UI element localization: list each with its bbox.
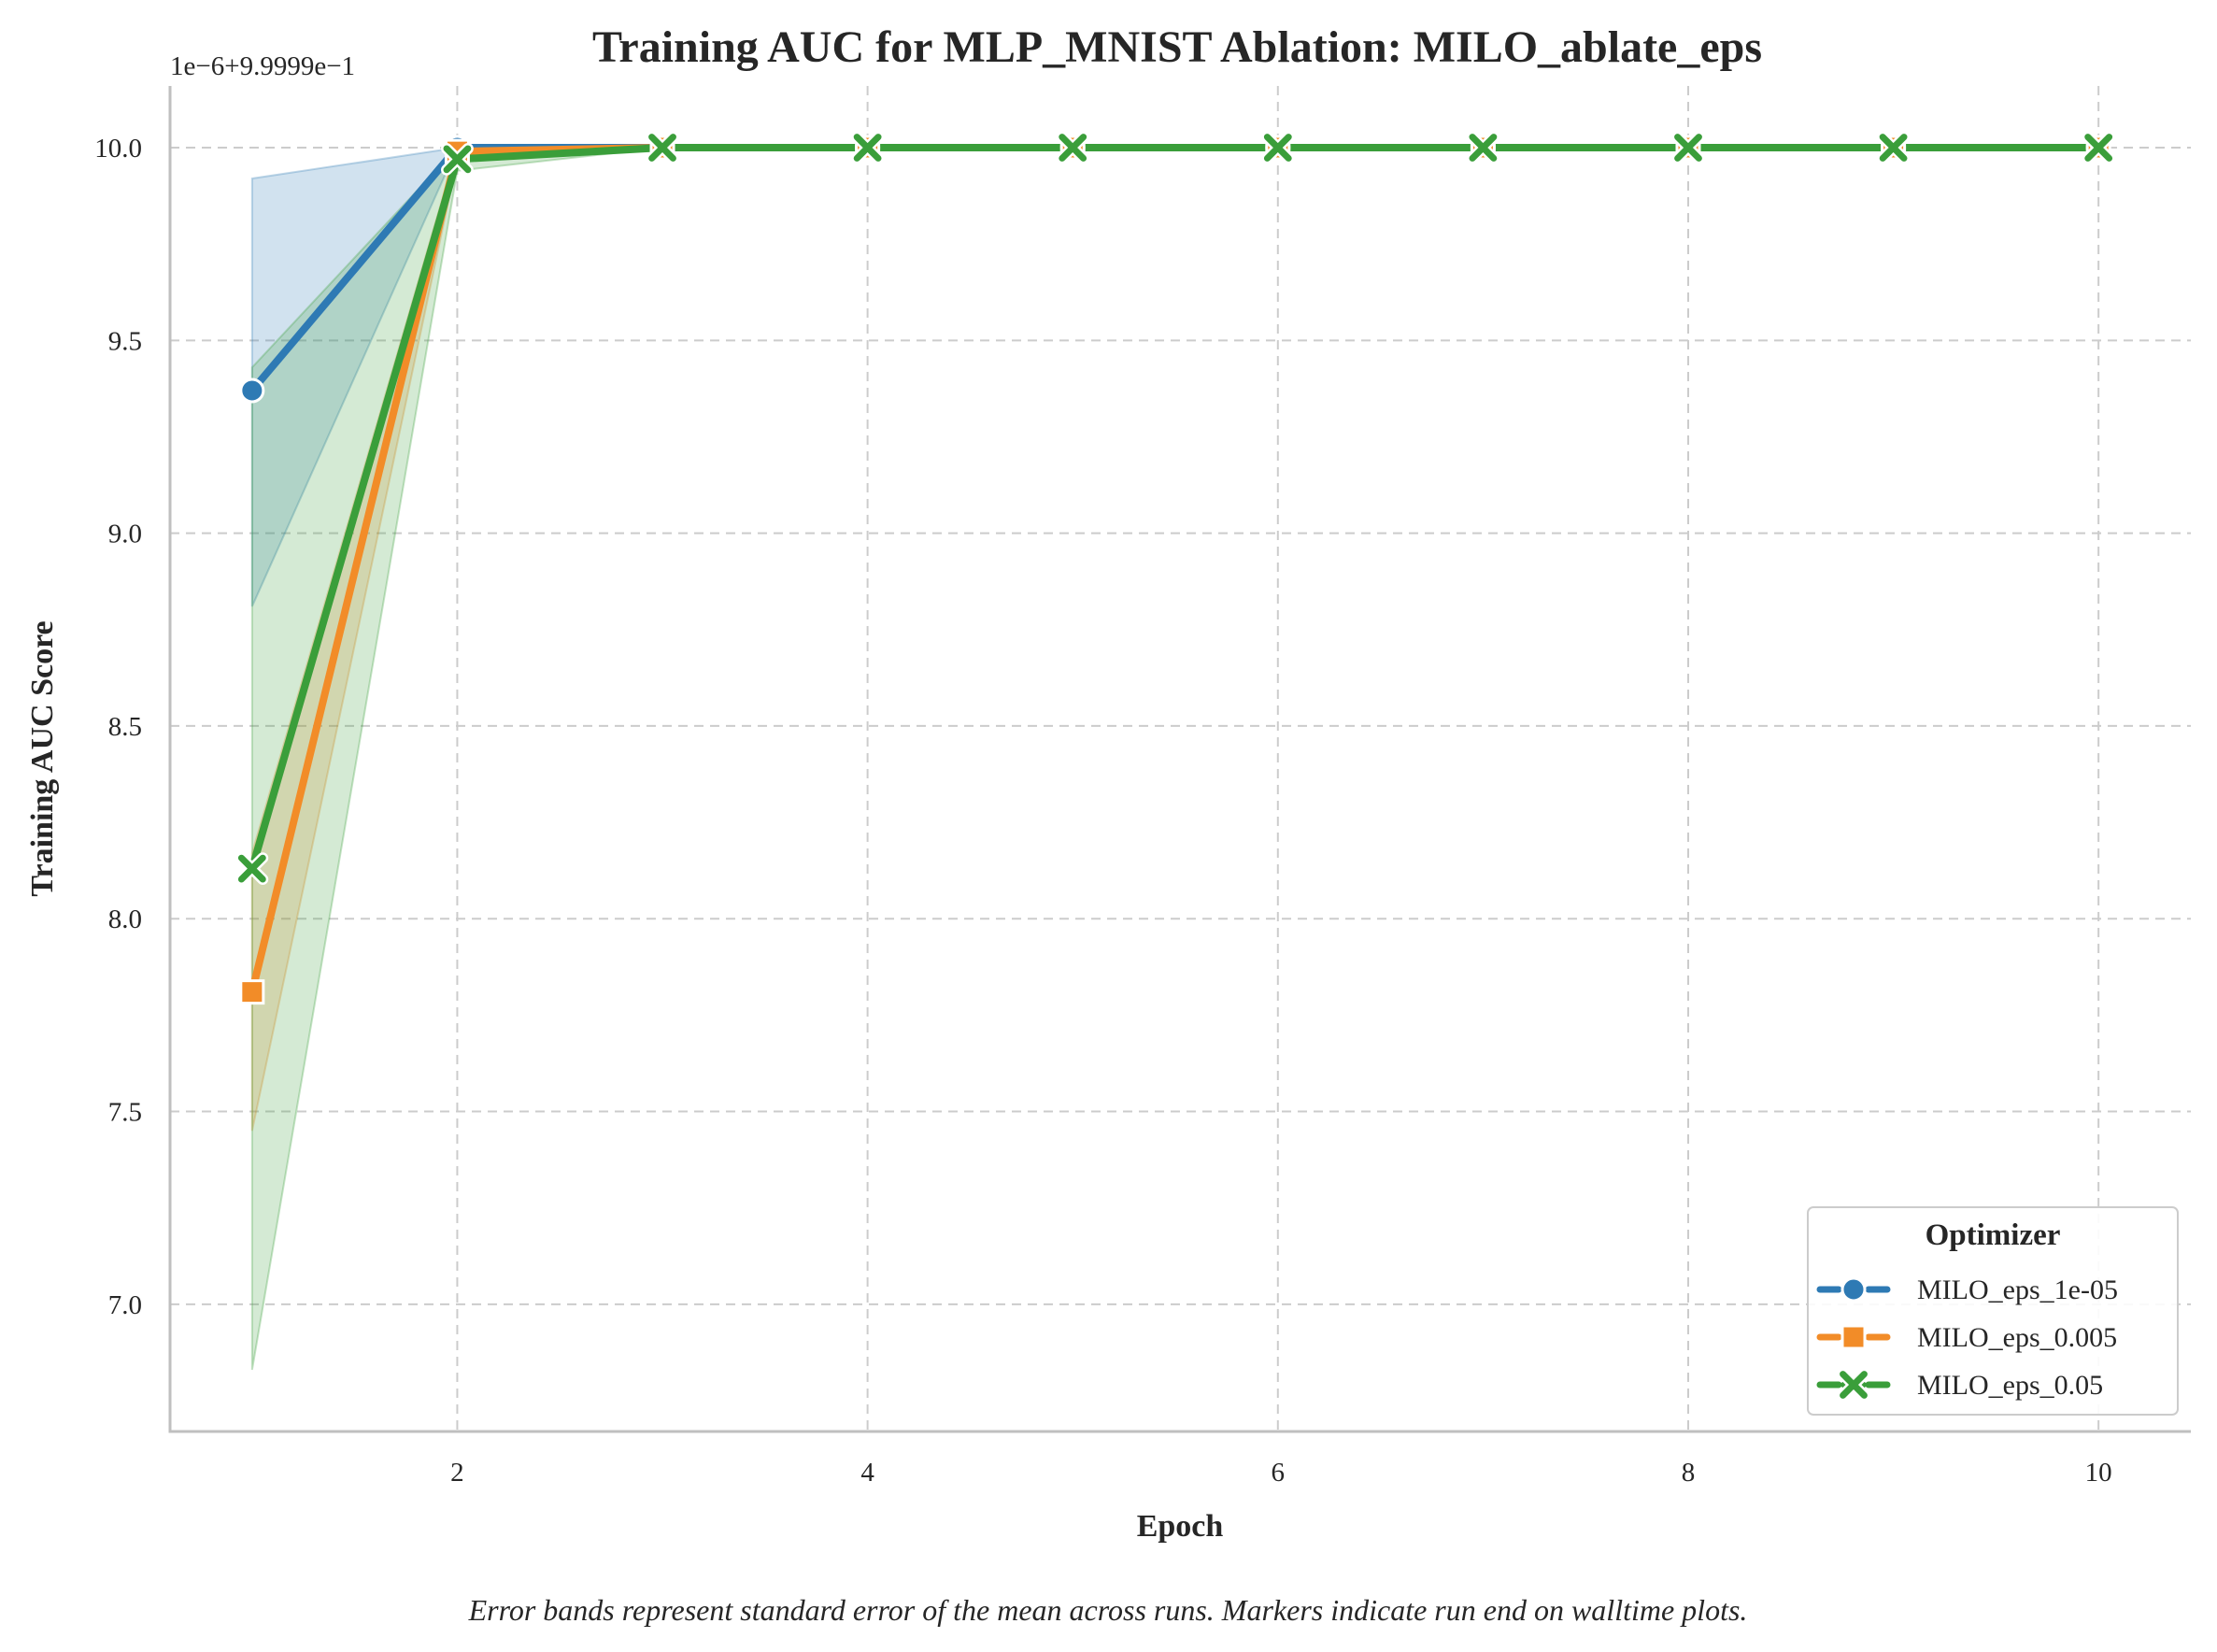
data-point bbox=[1674, 134, 1702, 162]
chart-caption: Error bands represent standard error of … bbox=[468, 1593, 1748, 1627]
y-tick-label: 8.5 bbox=[108, 712, 142, 742]
legend-marker bbox=[1840, 1371, 1868, 1399]
legend: Optimizer MILO_eps_1e-05MILO_eps_0.005MI… bbox=[1807, 1206, 2179, 1416]
y-axis-label: Training AUC Score bbox=[25, 620, 60, 896]
x-tick-label: 2 bbox=[450, 1458, 464, 1488]
y-gridlines bbox=[170, 147, 2191, 1305]
error-bands bbox=[250, 147, 2099, 1371]
y-tick-label: 8.0 bbox=[108, 904, 142, 934]
data-point bbox=[237, 854, 266, 883]
x-axis-label: Epoch bbox=[1137, 1509, 1224, 1544]
legend-label: MILO_eps_1e-05 bbox=[1917, 1275, 2118, 1305]
data-point bbox=[239, 377, 265, 404]
chart-title: Training AUC for MLP_MNIST Ablation: MIL… bbox=[592, 22, 1762, 72]
y-tick-label: 7.0 bbox=[108, 1290, 142, 1320]
x-tick-label: 10 bbox=[2085, 1458, 2112, 1488]
series-line bbox=[248, 144, 2103, 394]
legend-title: Optimizer bbox=[1926, 1218, 2061, 1252]
y-tick-label: 9.5 bbox=[108, 326, 142, 356]
data-point bbox=[1263, 134, 1292, 162]
data-point bbox=[1059, 134, 1087, 162]
x-tick-label: 8 bbox=[1682, 1458, 1696, 1488]
error-band bbox=[250, 147, 2099, 1132]
legend-item: MILO_eps_1e-05 bbox=[1816, 1275, 2118, 1305]
x-tick-label: 4 bbox=[860, 1458, 874, 1488]
error-band bbox=[250, 147, 2099, 1371]
data-point bbox=[1879, 134, 1908, 162]
legend-label: MILO_eps_0.05 bbox=[1917, 1370, 2103, 1401]
data-point bbox=[648, 134, 676, 162]
legend-items: MILO_eps_1e-05 MILO_eps_0.005 MILO_eps_0.0… bbox=[1816, 1275, 2118, 1402]
series-markers bbox=[235, 131, 2115, 1005]
y-axis-offset-label: 1e−6+9.9999e−1 bbox=[170, 51, 355, 81]
series-lines bbox=[248, 144, 2103, 996]
legend-label: MILO_eps_0.005 bbox=[1917, 1322, 2117, 1353]
x-tick-label: 6 bbox=[1272, 1458, 1286, 1488]
axis-spines bbox=[168, 86, 2191, 1433]
x-gridlines bbox=[456, 86, 2100, 1431]
y-tick-labels: 7.0 7.5 8.0 8.5 9.0 9.5 10.0 bbox=[94, 134, 142, 1320]
data-point bbox=[1469, 134, 1498, 162]
error-band bbox=[250, 147, 2099, 607]
legend-item: MILO_eps_0.05 bbox=[1816, 1368, 2103, 1402]
series-line bbox=[248, 144, 2103, 996]
data-point bbox=[239, 979, 265, 1005]
y-tick-label: 10.0 bbox=[94, 134, 142, 164]
data-point bbox=[443, 145, 472, 174]
y-tick-label: 7.5 bbox=[108, 1098, 142, 1128]
series-line bbox=[248, 144, 2103, 873]
legend-marker bbox=[1840, 1324, 1867, 1350]
x-tick-labels: 2 4 6 8 10 bbox=[450, 1458, 2112, 1488]
y-tick-label: 9.0 bbox=[108, 520, 142, 549]
data-point bbox=[853, 134, 882, 162]
data-point bbox=[2084, 134, 2113, 162]
legend-marker bbox=[1840, 1276, 1867, 1303]
legend-frame bbox=[1807, 1206, 2179, 1416]
legend-item: MILO_eps_0.005 bbox=[1816, 1322, 2117, 1353]
